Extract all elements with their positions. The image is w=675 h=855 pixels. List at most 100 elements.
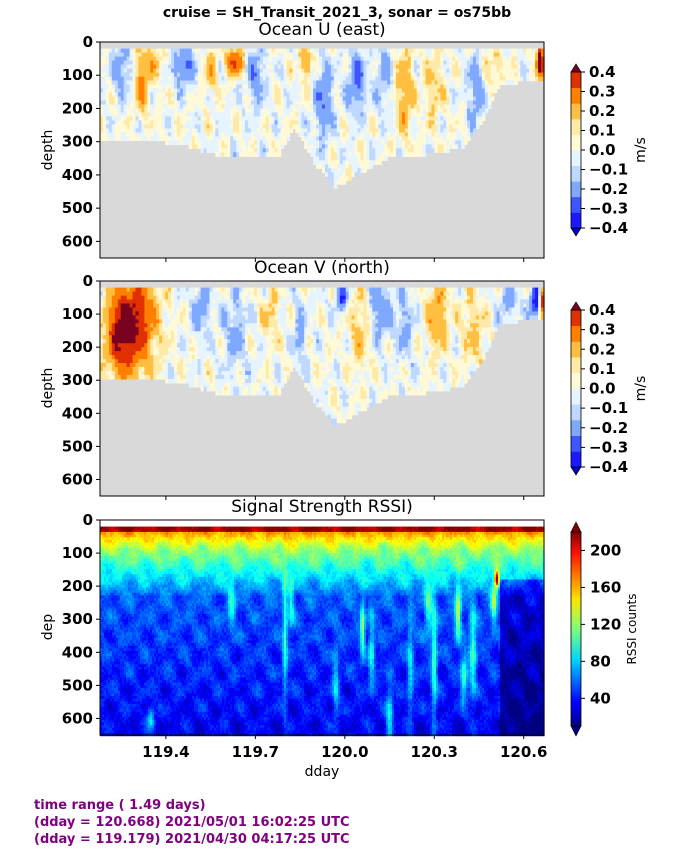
figure: cruise = SH_Transit_2021_3, sonar = os75…	[0, 0, 675, 855]
colorbar-over-arrow	[571, 302, 581, 310]
y-tick-label: 0	[83, 272, 93, 290]
colorbar-segment	[571, 212, 581, 228]
colorbar-label: m/s	[633, 137, 649, 163]
colorbar-tick-label: 120	[590, 615, 621, 633]
x-axis-ticks: 119.4 119.7 120.0 120.3 120.6	[142, 735, 547, 761]
colorbar-under-arrow	[571, 726, 581, 736]
y-axis-ticks: 0 100 200 300 400 500 600	[62, 33, 100, 250]
colorbar-under-arrow	[571, 228, 581, 236]
colorbar-segment	[571, 88, 581, 104]
y-tick-label: 600	[62, 232, 93, 250]
colorbar-segment	[571, 389, 581, 405]
colorbar-segment	[571, 420, 581, 436]
colorbar-tick-label: 0.0	[589, 141, 616, 159]
footer-line: (dday = 120.668) 2021/05/01 16:02:25 UTC	[34, 814, 350, 831]
colorbar-segment	[571, 451, 581, 467]
y-tick-label: 500	[62, 199, 93, 217]
heatmap-plot-area	[100, 281, 545, 496]
y-tick-label: 200	[62, 577, 93, 595]
y-axis-label: depth	[40, 368, 56, 409]
y-tick-label: 100	[62, 305, 93, 323]
y-tick-label: 400	[62, 166, 93, 184]
colorbar-label: RSSI counts	[625, 593, 639, 664]
y-tick-label: 500	[62, 437, 93, 455]
panel-title: Ocean V (north)	[254, 258, 390, 278]
panel-signal-strength: Signal Strength RSSI) 0 100 200 300 400 500 60…	[40, 497, 639, 780]
colorbar-tick-label: 0.2	[589, 102, 616, 120]
colorbar-segment	[571, 166, 581, 182]
footer-line: time range ( 1.49 days)	[34, 797, 350, 814]
x-tick-label: 120.0	[321, 743, 368, 761]
colorbar-segment	[571, 326, 581, 342]
y-tick-label: 300	[62, 133, 93, 151]
colorbar-tick-label: 0.0	[589, 380, 616, 398]
colorbar-tick-label: 80	[590, 652, 611, 670]
time-range-footer: time range ( 1.49 days) (dday = 120.668)…	[34, 797, 350, 848]
panel-title: Signal Strength RSSI)	[231, 497, 413, 517]
colorbar-tick-label: 0.3	[589, 83, 616, 101]
y-tick-label: 200	[62, 99, 93, 117]
panel-ocean-u: Ocean U (east) 0 100 200 300 400 500 600 depth…	[40, 20, 649, 262]
colorbar-tick-label: 40	[590, 689, 611, 707]
colorbar-tick-label: 0.4	[589, 63, 616, 81]
y-axis-ticks: 0 100 200 300 400 500 600	[62, 511, 100, 727]
y-tick-label: 400	[62, 643, 93, 661]
colorbar-tick-label: −0.2	[589, 419, 628, 437]
colorbar-tick-label: 0.1	[589, 360, 616, 378]
colorbar-tick-label: −0.3	[589, 438, 628, 456]
colorbar-segment	[571, 436, 581, 452]
colorbar-tick-label: 0.1	[589, 122, 616, 140]
y-tick-label: 0	[83, 33, 93, 51]
colorbar: 0.40.30.20.10.0−0.1−0.2−0.3−0.4m/s	[571, 301, 649, 476]
colorbar: 200 160 120 80 40 RSSI counts	[571, 522, 639, 736]
x-axis-label: dday	[305, 764, 340, 780]
panel-title: Ocean U (east)	[258, 20, 385, 40]
colorbar-over-arrow	[571, 64, 581, 72]
colorbar-segment	[571, 119, 581, 135]
heatmap-plot-area	[100, 42, 545, 258]
colorbar-gradient	[571, 532, 581, 726]
footer-line: (dday = 119.179) 2021/04/30 04:17:25 UTC	[34, 831, 350, 848]
y-tick-label: 100	[62, 544, 93, 562]
colorbar-segment	[571, 72, 581, 88]
colorbar-tick-label: −0.4	[589, 458, 628, 476]
colorbar-segment	[571, 150, 581, 166]
colorbar-tick-label: −0.2	[589, 180, 628, 198]
colorbar-segment	[571, 404, 581, 420]
colorbar-label: m/s	[633, 376, 649, 402]
colorbar-segment	[571, 181, 581, 197]
colorbar-segment	[571, 341, 581, 357]
y-axis-label: depth	[40, 130, 56, 171]
y-tick-label: 300	[62, 610, 93, 628]
x-tick-label: 119.7	[232, 743, 279, 761]
colorbar-under-arrow	[571, 467, 581, 475]
colorbar-tick-label: 200	[590, 541, 621, 559]
heatmap-plot-area	[100, 527, 545, 737]
figure-suptitle: cruise = SH_Transit_2021_3, sonar = os75…	[163, 5, 511, 21]
y-tick-label: 300	[62, 371, 93, 389]
colorbar-tick-label: 160	[590, 578, 621, 596]
y-tick-label: 500	[62, 676, 93, 694]
y-axis-label: dep	[40, 614, 56, 641]
colorbar-tick-label: −0.4	[589, 219, 628, 237]
y-tick-label: 200	[62, 338, 93, 356]
colorbar-segment	[571, 310, 581, 326]
colorbar-tick-label: −0.1	[589, 399, 628, 417]
colorbar-tick-label: 0.2	[589, 340, 616, 358]
x-tick-label: 120.3	[411, 743, 458, 761]
y-tick-label: 600	[62, 709, 93, 727]
colorbar-segment	[571, 373, 581, 389]
y-tick-label: 100	[62, 66, 93, 84]
colorbar-tick-label: 0.3	[589, 321, 616, 339]
colorbar-segment	[571, 357, 581, 373]
y-tick-label: 0	[83, 511, 93, 529]
x-tick-label: 120.6	[500, 743, 547, 761]
colorbar-over-arrow	[571, 522, 581, 532]
colorbar-segment	[571, 197, 581, 213]
y-tick-label: 400	[62, 404, 93, 422]
colorbar-tick-label: −0.3	[589, 200, 628, 218]
colorbar: 0.40.30.20.10.0−0.1−0.2−0.3−0.4m/s	[571, 63, 649, 237]
x-tick-label: 119.4	[142, 743, 189, 761]
colorbar-segment	[571, 103, 581, 119]
